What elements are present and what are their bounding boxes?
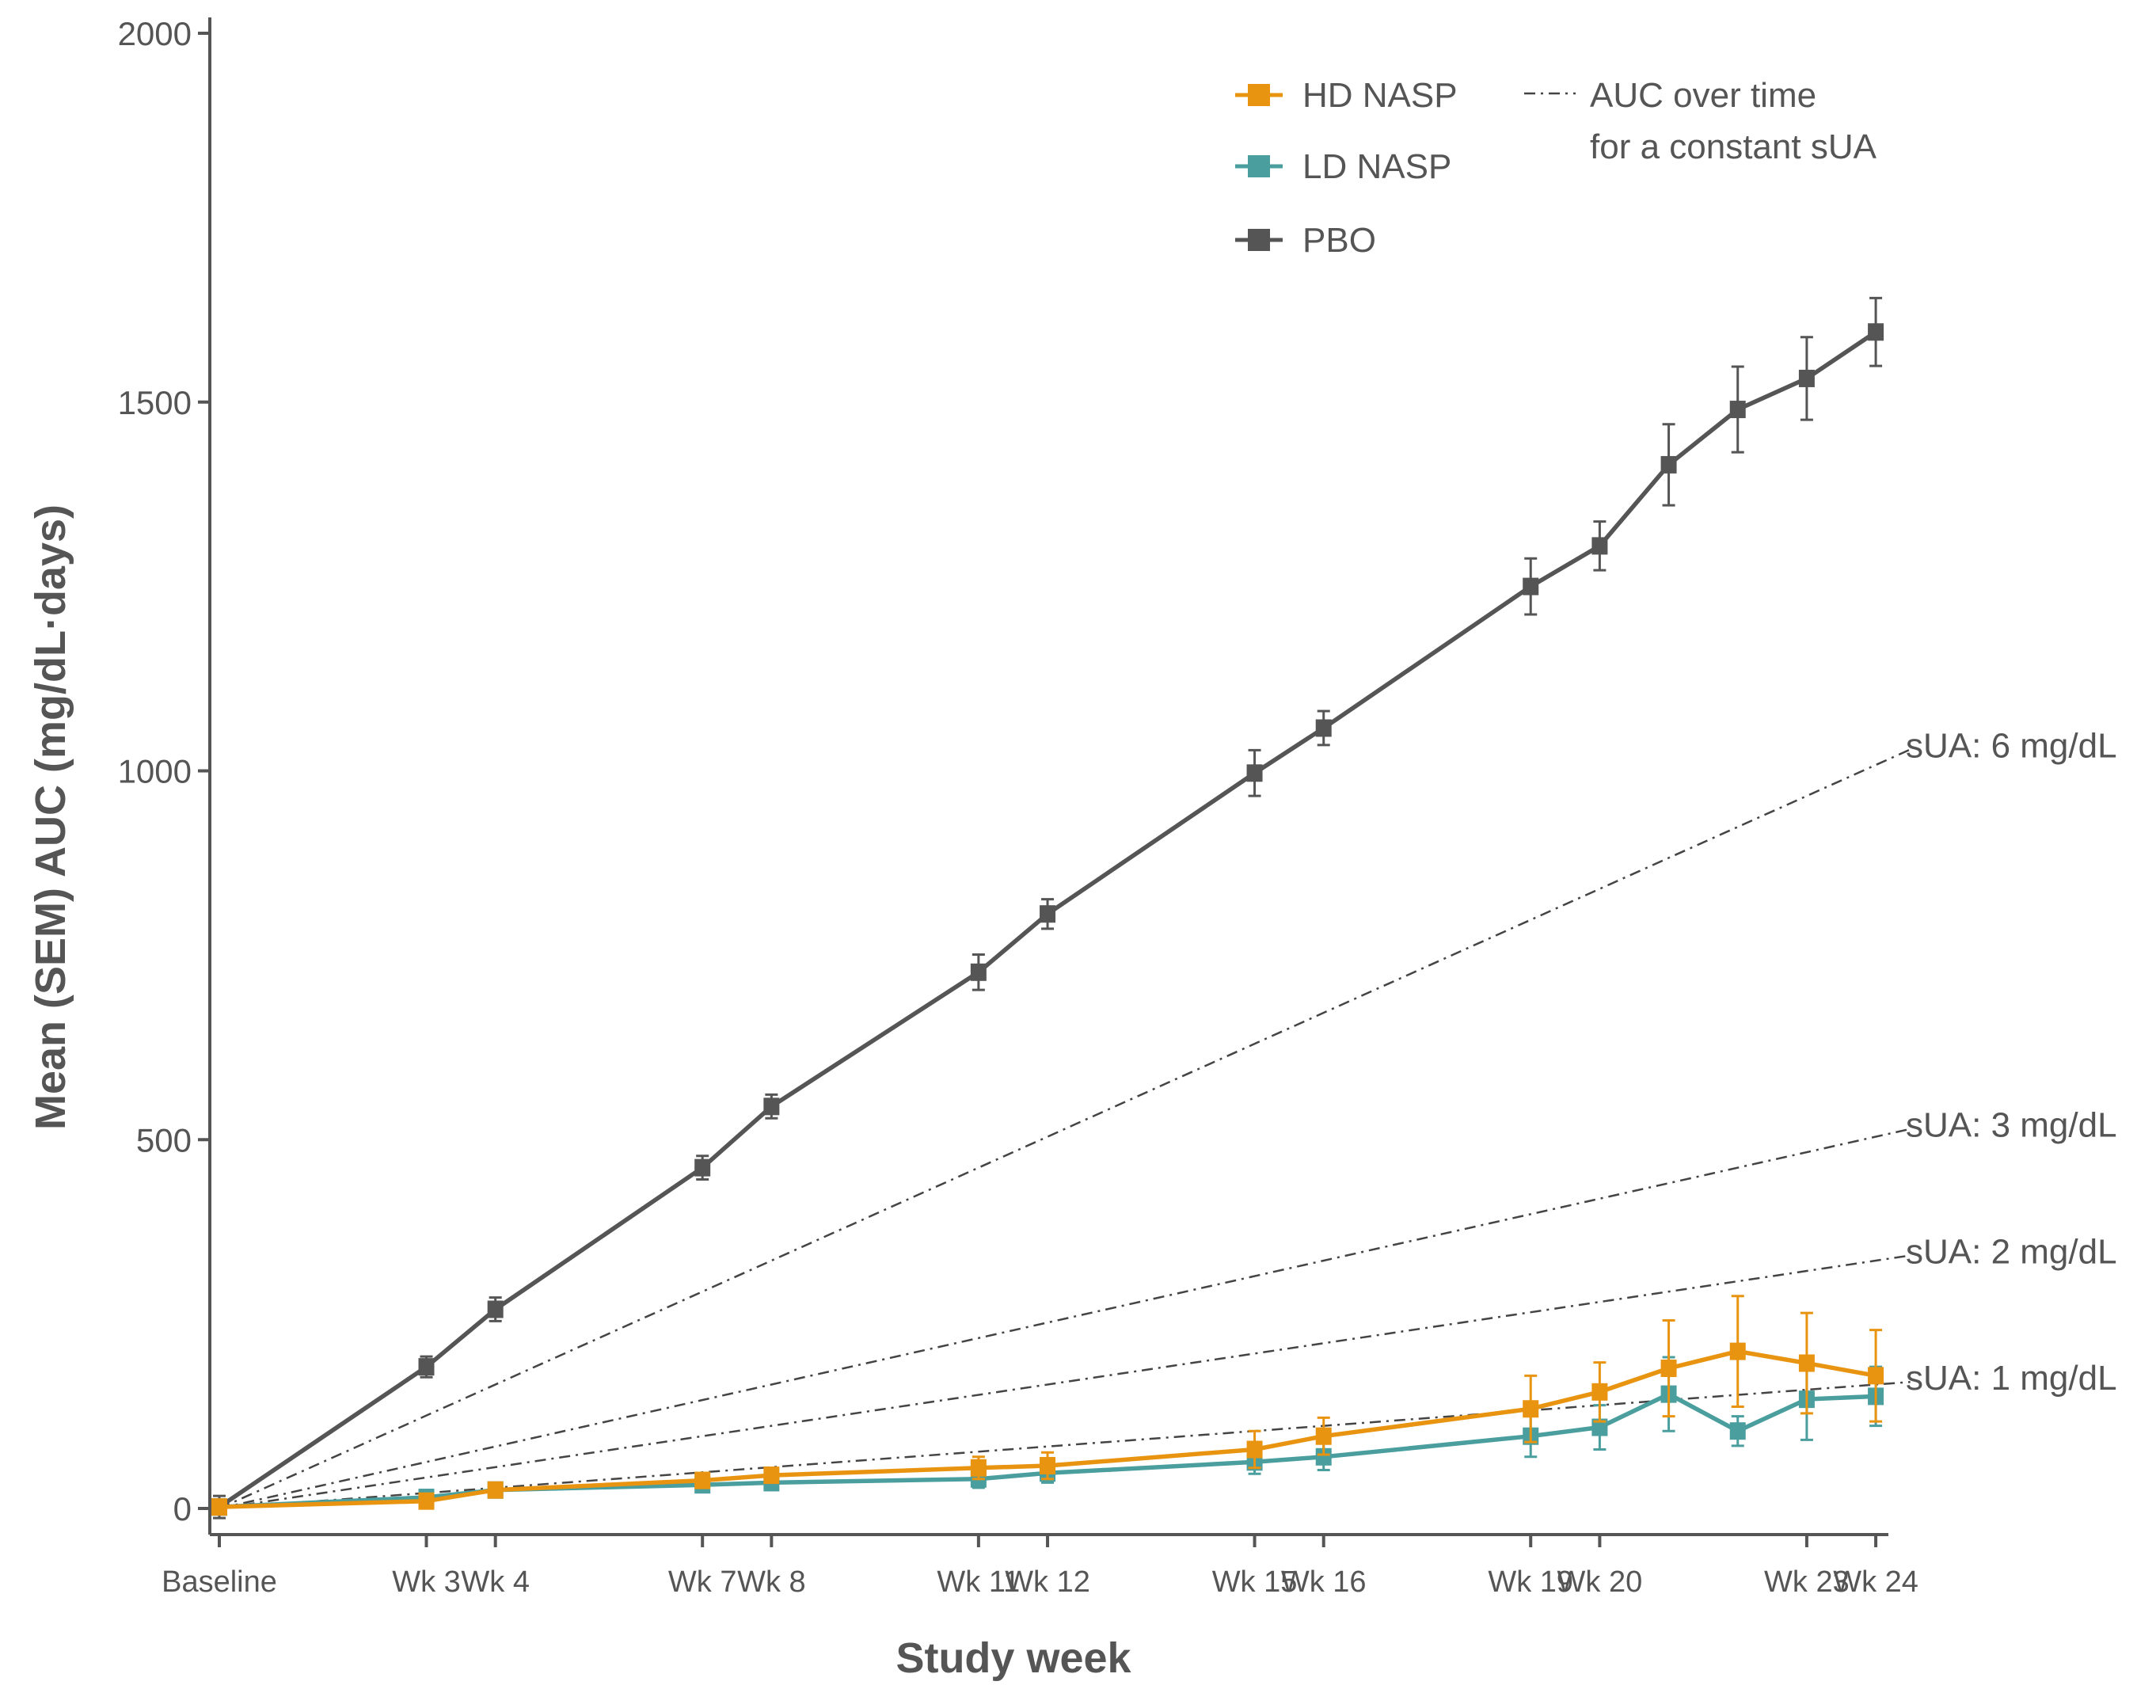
data-point (1246, 1440, 1263, 1459)
legend-item-pbo: PBO (1235, 221, 1376, 260)
reference-line (219, 1128, 1911, 1510)
legend-label: LD NASP (1302, 147, 1451, 186)
data-point (1798, 369, 1815, 387)
data-point (1591, 1383, 1608, 1401)
data-point (1040, 905, 1056, 923)
data-point (1246, 764, 1263, 782)
data-point (211, 1498, 227, 1516)
data-point (1660, 455, 1677, 474)
reference-line-label: sUA: 1 mg/dL (1906, 1359, 2117, 1398)
data-point (418, 1492, 435, 1510)
data-point (418, 1358, 435, 1376)
legend-swatch-marker (1248, 84, 1270, 106)
x-tick-label: Wk 4 (461, 1565, 530, 1599)
data-point (1729, 1422, 1746, 1440)
data-point (1523, 577, 1539, 595)
x-tick-label: Wk 8 (737, 1565, 806, 1599)
data-point (763, 1466, 780, 1485)
x-tick-label: Wk 24 (1833, 1565, 1918, 1599)
data-point (970, 963, 987, 981)
series-layer (211, 296, 1884, 1520)
y-tick-label: 1000 (118, 753, 192, 790)
legend-swatch-marker (1248, 155, 1270, 177)
y-ticks: 0 500 1000 1500 2000 (118, 15, 210, 1527)
y-tick-label: 2000 (118, 15, 192, 52)
x-tick-label: Wk 15 (1212, 1565, 1298, 1599)
reference-line (219, 1254, 1911, 1510)
data-point (1660, 1360, 1677, 1378)
reference-lines: sUA: 6 mg/dL sUA: 3 mg/dL sUA: 2 mg/dL sUA:… (219, 726, 2117, 1510)
y-tick-label: 1500 (118, 384, 192, 421)
data-point (1729, 401, 1746, 419)
reference-line-label: sUA: 3 mg/dL (1906, 1106, 2117, 1145)
legend-swatch-marker (1248, 229, 1270, 251)
data-point (1040, 1456, 1056, 1474)
reference-line-label: sUA: 2 mg/dL (1906, 1232, 2117, 1271)
legend-item-ref-line: AUC over time for a constant sUA (1524, 76, 1877, 166)
data-point (1729, 1342, 1746, 1360)
x-tick-label: Wk 11 (937, 1565, 1020, 1599)
y-tick-label: 500 (136, 1121, 192, 1158)
data-point (694, 1158, 711, 1177)
y-tick-label: 0 (173, 1490, 192, 1527)
x-tick-label: Wk 23 (1764, 1565, 1850, 1599)
x-tick-label: Wk 16 (1281, 1565, 1367, 1599)
data-point (1591, 1418, 1608, 1436)
series-hd-nasp (211, 1295, 1884, 1516)
data-point (1868, 323, 1884, 341)
x-tick-label: Wk 19 (1488, 1565, 1573, 1599)
data-point (487, 1300, 504, 1318)
data-point (1315, 719, 1332, 737)
axes (208, 17, 1888, 1536)
reference-line-label: sUA: 6 mg/dL (1906, 726, 2117, 765)
legend-ref-label-line2: for a constant sUA (1590, 127, 1877, 166)
legend: HD NASP LD NASP PBO AUC over time for a … (1235, 76, 1877, 260)
data-point (1315, 1447, 1332, 1466)
x-tick-label: Baseline (162, 1565, 277, 1599)
x-tick-label: Wk 3 (392, 1565, 461, 1599)
reference-line (219, 748, 1911, 1510)
data-point (487, 1481, 504, 1499)
data-point (1523, 1400, 1539, 1418)
data-point (1591, 537, 1608, 555)
x-tick-label: Wk 7 (668, 1565, 737, 1599)
legend-item-ld-nasp: LD NASP (1235, 147, 1451, 186)
x-axis-title: Study week (895, 1634, 1131, 1682)
data-point (763, 1097, 780, 1116)
legend-label: PBO (1302, 221, 1376, 260)
series-pbo (211, 296, 1884, 1520)
y-axis-title: Mean (SEM) AUC (mg/dL·days) (27, 504, 74, 1130)
legend-label: HD NASP (1302, 76, 1458, 115)
x-tick-label: Wk 20 (1557, 1565, 1643, 1599)
legend-item-hd-nasp: HD NASP (1235, 76, 1458, 115)
data-point (1315, 1427, 1332, 1445)
legend-ref-label-line1: AUC over time (1590, 76, 1816, 115)
data-point (1868, 1367, 1884, 1385)
data-point (694, 1471, 711, 1489)
x-tick-label: Wk 12 (1005, 1565, 1090, 1599)
data-point (1798, 1354, 1815, 1372)
data-point (970, 1459, 987, 1477)
